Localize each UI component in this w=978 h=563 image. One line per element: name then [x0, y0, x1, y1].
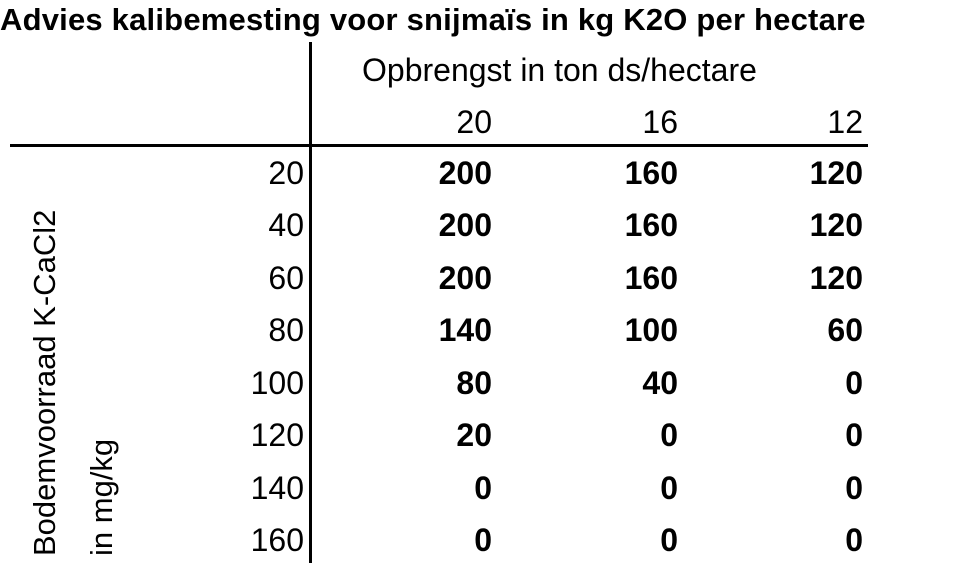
table-cell: 0 — [660, 417, 678, 453]
table-cell: 0 — [845, 365, 863, 401]
page-title: Advies kalibemesting voor snijmaïs in kg… — [0, 2, 866, 37]
row-label: 20 — [268, 155, 304, 191]
row-label: 40 — [268, 207, 304, 243]
table-cell: 160 — [624, 207, 678, 243]
table-cell: 20 — [456, 417, 492, 453]
yield-header: 20 — [456, 104, 492, 140]
row-label: 160 — [250, 522, 304, 558]
row-label: 100 — [250, 365, 304, 401]
table-cell: 0 — [845, 470, 863, 506]
yield-header: 16 — [642, 104, 678, 140]
table-cell: 160 — [624, 155, 678, 191]
table-cell: 100 — [624, 312, 678, 348]
table-cell: 160 — [624, 260, 678, 296]
table-cell: 120 — [809, 260, 863, 296]
table-cell: 0 — [474, 522, 492, 558]
table-cell: 0 — [474, 470, 492, 506]
vertical-divider — [309, 42, 312, 563]
row-label: 60 — [268, 260, 304, 296]
row-label: 80 — [268, 312, 304, 348]
table-cell: 60 — [827, 312, 863, 348]
row-label: 120 — [250, 417, 304, 453]
horizontal-divider — [10, 144, 868, 147]
row-axis-label: Bodemvoorraad K-CaCl2 — [27, 209, 62, 556]
table-cell: 200 — [438, 155, 492, 191]
table-cell: 0 — [660, 470, 678, 506]
table-cell: 140 — [438, 312, 492, 348]
yield-header: 12 — [827, 104, 863, 140]
table-cell: 120 — [809, 155, 863, 191]
table-cell: 200 — [438, 260, 492, 296]
table-cell: 80 — [456, 365, 492, 401]
table-cell: 120 — [809, 207, 863, 243]
row-axis-label-unit: in mg/kg — [84, 438, 119, 556]
table-cell: 200 — [438, 207, 492, 243]
table-cell: 0 — [660, 522, 678, 558]
row-label: 140 — [250, 470, 304, 506]
table-cell: 40 — [642, 365, 678, 401]
column-header: Opbrengst in ton ds/hectare — [362, 52, 757, 88]
table-cell: 0 — [845, 417, 863, 453]
table-cell: 0 — [845, 522, 863, 558]
